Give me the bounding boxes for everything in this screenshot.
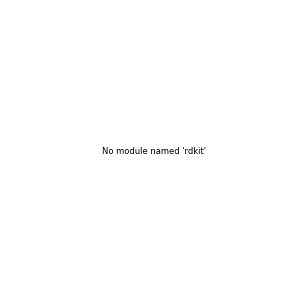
Text: No module named 'rdkit': No module named 'rdkit'	[102, 147, 206, 156]
